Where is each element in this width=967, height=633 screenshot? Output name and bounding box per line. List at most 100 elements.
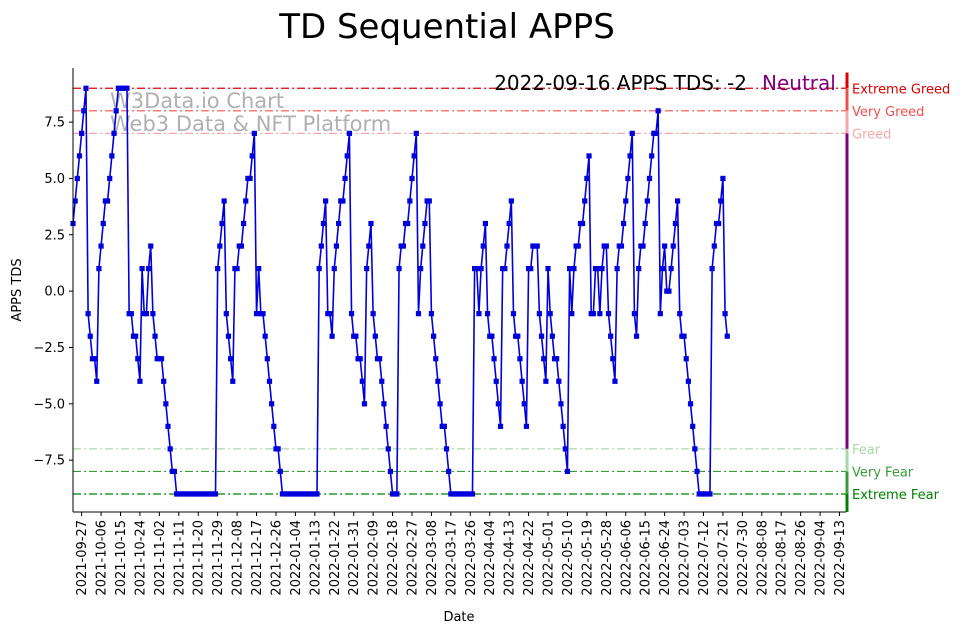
data-point <box>346 130 352 136</box>
x-tick-label: 2022-05-01 <box>542 520 557 596</box>
data-point <box>243 198 249 204</box>
y-tick-label: 5.0 <box>44 172 65 187</box>
data-point <box>249 153 255 159</box>
data-point <box>256 265 262 272</box>
reference-label: Extreme Fear <box>852 488 940 503</box>
data-point <box>400 243 406 249</box>
data-series <box>70 85 730 497</box>
data-point <box>344 153 350 159</box>
data-point <box>76 153 83 159</box>
data-point <box>716 220 722 227</box>
data-point <box>430 333 437 339</box>
data-point <box>98 243 104 249</box>
data-point <box>519 378 525 384</box>
data-point <box>627 153 633 159</box>
x-tick-label: 2022-03-08 <box>425 520 440 596</box>
x-tick-label: 2022-07-12 <box>697 520 712 596</box>
data-point <box>642 220 648 227</box>
data-point <box>314 491 320 497</box>
data-point <box>493 378 499 384</box>
data-point <box>275 446 281 452</box>
data-point <box>411 153 417 159</box>
data-point <box>381 401 387 407</box>
data-point <box>502 265 508 272</box>
x-tick-label: 2022-01-22 <box>328 520 343 596</box>
data-point <box>72 198 78 204</box>
data-point <box>81 108 87 114</box>
x-tick-label: 2021-12-08 <box>231 520 246 596</box>
data-point <box>323 198 329 204</box>
data-point <box>646 175 653 182</box>
x-ticks: 2021-09-27 2021-10-06 2021-10-15 2021-10-24… <box>75 512 848 596</box>
x-tick-label: 2022-02-09 <box>367 520 382 596</box>
data-point <box>582 198 588 204</box>
x-tick-label: 2021-11-11 <box>172 520 187 596</box>
data-point <box>167 446 173 452</box>
data-point <box>623 198 629 204</box>
data-point <box>517 356 523 362</box>
data-point <box>482 220 489 227</box>
data-point <box>91 356 98 362</box>
data-point <box>659 265 666 272</box>
x-axis-label: Date <box>443 610 474 625</box>
x-tick-label: 2022-06-06 <box>619 520 634 596</box>
x-tick-label: 2022-02-27 <box>406 520 421 596</box>
data-point <box>625 175 631 182</box>
data-point <box>640 243 646 249</box>
data-point <box>631 311 637 317</box>
data-point <box>124 85 130 91</box>
data-point <box>521 401 527 407</box>
y-tick-label: −7.5 <box>33 454 65 469</box>
data-point <box>85 311 91 317</box>
data-point <box>649 153 655 159</box>
x-tick-label: 2022-01-13 <box>308 520 323 596</box>
data-point <box>474 265 480 272</box>
data-point <box>711 243 717 249</box>
data-point <box>497 423 504 429</box>
data-point <box>595 265 601 272</box>
data-point <box>262 333 268 339</box>
data-point <box>720 175 726 182</box>
data-point <box>137 378 143 384</box>
data-point <box>171 468 178 475</box>
x-tick-label: 2022-02-18 <box>386 520 401 596</box>
data-point <box>657 311 663 317</box>
data-point <box>357 356 363 362</box>
data-point <box>100 220 106 227</box>
x-tick-label: 2021-10-24 <box>133 520 148 596</box>
data-point <box>212 491 219 497</box>
y-ticks: 7.5 5.0 2.5 0.0 −2.5 −5.0 −7.5 <box>33 116 73 469</box>
x-tick-label: 2022-03-17 <box>444 520 459 596</box>
data-point <box>223 311 229 317</box>
data-point <box>251 130 257 136</box>
watermark-line-1: W3Data.io Chart <box>110 89 284 113</box>
data-point <box>247 175 253 182</box>
y-tick-label: −5.0 <box>33 397 65 412</box>
reference-label: Fear <box>852 443 881 458</box>
data-point <box>331 265 337 272</box>
x-tick-label: 2022-04-13 <box>503 520 518 596</box>
data-point <box>666 288 672 294</box>
data-point <box>225 333 232 339</box>
data-point <box>685 378 691 384</box>
data-point <box>364 265 370 272</box>
data-point <box>523 423 530 429</box>
x-tick-label: 2022-08-26 <box>794 520 809 596</box>
data-point <box>644 198 650 204</box>
data-point <box>569 311 575 317</box>
x-tick-label: 2021-11-29 <box>211 520 226 596</box>
x-tick-label: 2022-08-08 <box>755 520 770 596</box>
reference-lines <box>73 87 846 495</box>
x-tick-label: 2021-10-06 <box>95 520 110 596</box>
x-tick-label: 2021-09-27 <box>75 520 90 596</box>
data-point <box>549 333 555 339</box>
data-point <box>556 378 562 384</box>
data-point <box>318 243 324 249</box>
data-point <box>143 311 150 317</box>
x-tick-label: 2022-04-04 <box>483 520 498 596</box>
data-point <box>597 311 603 317</box>
reference-label: Very Greed <box>852 105 924 120</box>
data-point <box>163 401 169 407</box>
data-point <box>484 311 491 317</box>
